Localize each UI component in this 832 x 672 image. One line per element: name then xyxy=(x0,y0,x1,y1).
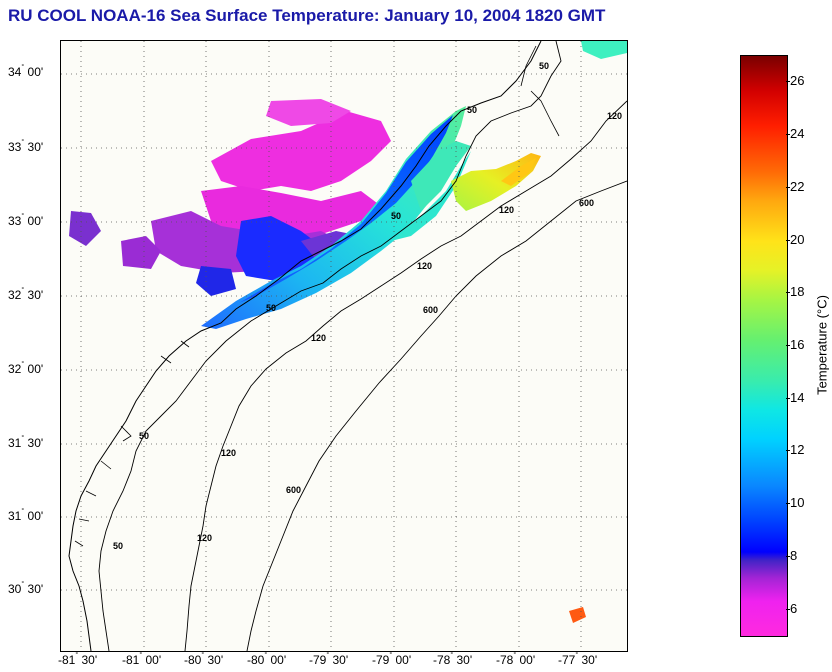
isobath-50m xyxy=(98,41,562,651)
lat-label-33-30: 33° 30' xyxy=(8,139,44,154)
colorbar-tick-mark xyxy=(786,292,790,294)
colorbar-tick-label: 6 xyxy=(790,600,798,616)
lon-label-80-30: -80° 30' xyxy=(184,652,224,667)
contour-label-120-ne: 120 xyxy=(607,111,622,121)
colorbar-tick-label: 22 xyxy=(790,178,805,194)
lat-label-30-30: 30° 30' xyxy=(8,581,44,596)
contour-label-600-s: 600 xyxy=(286,485,301,495)
colorbar-tick-label: 24 xyxy=(790,126,805,142)
map-panel: 50 50 50 50 50 50 120 120 120 120 120 12… xyxy=(60,40,628,652)
contour-label-600-ne: 600 xyxy=(579,198,594,208)
lat-label-31-00: 31° 00' xyxy=(8,508,44,523)
colorbar-tick-label: 8 xyxy=(790,547,798,563)
contour-labels: 50 50 50 50 50 50 120 120 120 120 120 12… xyxy=(113,61,622,551)
contour-label-600-mid: 600 xyxy=(423,305,438,315)
sst-patch-purple-west xyxy=(69,211,101,246)
contour-label-120-mid: 120 xyxy=(417,261,432,271)
colorbar-tick-label: 26 xyxy=(790,73,805,89)
lon-label-78-00: -78° 00' xyxy=(496,652,536,667)
colorbar-tick-mark xyxy=(786,134,790,136)
lon-label-81-00: -81° 00' xyxy=(122,652,162,667)
coastline-islands xyxy=(74,45,560,547)
contour-label-50-ne: 50 xyxy=(539,61,549,71)
colorbar-tick-mark xyxy=(786,186,790,188)
contour-label-50-s: 50 xyxy=(113,541,123,551)
colorbar-tick-mark xyxy=(786,345,790,346)
colorbar-tick-mark xyxy=(786,81,790,83)
contour-label-120-sc: 120 xyxy=(311,333,326,343)
sst-patch-magenta-north xyxy=(211,111,391,191)
sst-patch-purple-west2 xyxy=(121,236,161,269)
sst-patch-blue-inland xyxy=(236,216,321,281)
sst-red-southeast xyxy=(569,607,586,623)
lat-label-32-00: 32° 00' xyxy=(8,361,44,376)
colorbar-tick-label: 14 xyxy=(790,389,805,405)
graticule xyxy=(61,41,627,651)
lon-label-81-30: -81° 30' xyxy=(58,652,98,667)
sst-layer xyxy=(69,41,627,623)
colorbar-tick-mark xyxy=(786,239,790,241)
lat-label-34-00: 34° 00' xyxy=(8,64,44,79)
colorbar-tick-mark xyxy=(786,450,790,452)
contour-label-50-sc: 50 xyxy=(266,303,276,313)
sst-offshore-cyan xyxy=(411,141,471,211)
lon-label-77-30: -77° 30' xyxy=(558,652,598,667)
temperature-colorbar xyxy=(740,55,788,637)
sst-map: 50 50 50 50 50 50 120 120 120 120 120 12… xyxy=(61,41,627,651)
isobath-120m xyxy=(184,100,627,651)
coastline xyxy=(68,41,542,651)
colorbar-tick-label: 16 xyxy=(790,337,805,352)
contour-label-50-ga: 50 xyxy=(139,431,149,441)
colorbar-tick-mark xyxy=(786,503,790,505)
contour-label-50-mid: 50 xyxy=(391,211,401,221)
colorbar-tick-mark xyxy=(786,397,790,399)
contour-label-120-ga: 120 xyxy=(221,448,236,458)
isobath-600m xyxy=(246,180,627,651)
contour-label-50-n: 50 xyxy=(467,105,477,115)
contour-label-120-e: 120 xyxy=(499,205,514,215)
colorbar-tick-label: 20 xyxy=(790,231,805,247)
colorbar-tick-mark xyxy=(786,555,790,557)
lon-label-79-00: -79° 00' xyxy=(372,652,412,667)
colorbar-tick-label: 10 xyxy=(790,495,805,511)
lat-label-32-30: 32° 30' xyxy=(8,287,44,302)
sst-patch-blue-west xyxy=(196,266,236,296)
lat-label-33-00: 33° 00' xyxy=(8,213,44,228)
sst-warm-core xyxy=(501,158,536,186)
colorbar-tick-label: 12 xyxy=(790,442,805,458)
sst-shelf-inner xyxy=(239,115,453,303)
map-title: RU COOL NOAA-16 Sea Surface Temperature:… xyxy=(8,6,606,25)
colorbar-tick-label: 18 xyxy=(790,284,805,300)
contour-label-120-s: 120 xyxy=(197,533,212,543)
lat-label-31-30: 31° 30' xyxy=(8,435,44,450)
lon-label-79-30: -79° 30' xyxy=(309,652,349,667)
lon-label-80-00: -80° 00' xyxy=(247,652,287,667)
lon-label-78-30: -78° 30' xyxy=(433,652,473,667)
colorbar-title: Temperature (°C) xyxy=(814,295,830,395)
colorbar-tick-mark xyxy=(786,608,790,610)
sst-patch-pink-north xyxy=(266,99,351,126)
sst-cyan-northeast xyxy=(581,41,627,59)
sst-warm-patch xyxy=(451,153,541,211)
